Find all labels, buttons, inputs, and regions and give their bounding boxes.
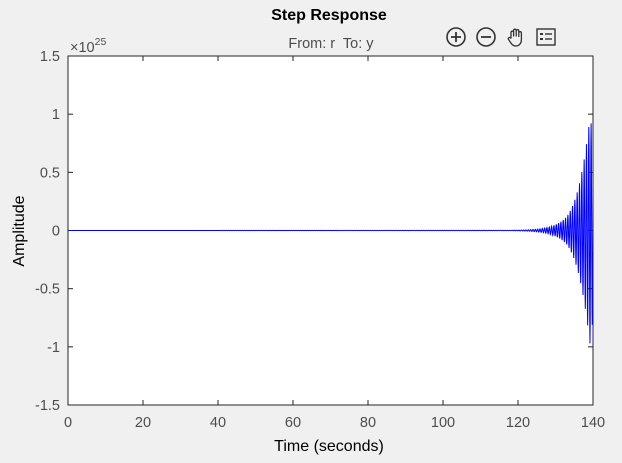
legend-icon[interactable]: [534, 25, 558, 49]
x-tick-label: 100: [431, 415, 455, 431]
exponent-power: 25: [95, 36, 107, 48]
y-tick-label: 1: [52, 107, 60, 123]
zoom-in-icon[interactable]: [444, 25, 468, 49]
series-line: [68, 123, 593, 344]
y-tick-label: -0.5: [35, 282, 60, 298]
y-tick-label: 0.5: [40, 165, 60, 181]
exponent-base: ×10: [70, 40, 95, 56]
x-tick-label: 20: [135, 415, 151, 431]
x-tick-label: 0: [64, 415, 72, 431]
y-tick-label: 1.5: [40, 49, 60, 65]
axes-toolbar: [444, 25, 558, 49]
x-tick-label: 60: [285, 415, 301, 431]
pan-hand-icon[interactable]: [504, 25, 528, 49]
chart-subtitle: From: r To: y: [288, 36, 374, 52]
y-tick-labels: 1.5 1 0.5 0 -0.5 -1 -1.5: [35, 49, 60, 414]
y-axis-exponent: ×1025: [70, 36, 106, 56]
x-axis-label: Time (seconds): [274, 438, 384, 455]
x-tick-label: 40: [210, 415, 226, 431]
x-tick-label: 140: [581, 415, 605, 431]
y-tick-label: -1: [47, 340, 60, 356]
y-axis-label: Amplitude: [11, 195, 28, 266]
y-tick-label: -1.5: [35, 398, 60, 414]
zoom-out-icon[interactable]: [474, 25, 498, 49]
x-tick-label: 120: [506, 415, 530, 431]
x-tick-label: 80: [360, 415, 376, 431]
x-tick-labels: 0 20 40 60 80 100 120 140: [64, 415, 605, 431]
plot-frame: [67, 55, 594, 406]
y-tick-label: 0: [52, 224, 60, 240]
chart-title: Step Response: [271, 7, 387, 24]
